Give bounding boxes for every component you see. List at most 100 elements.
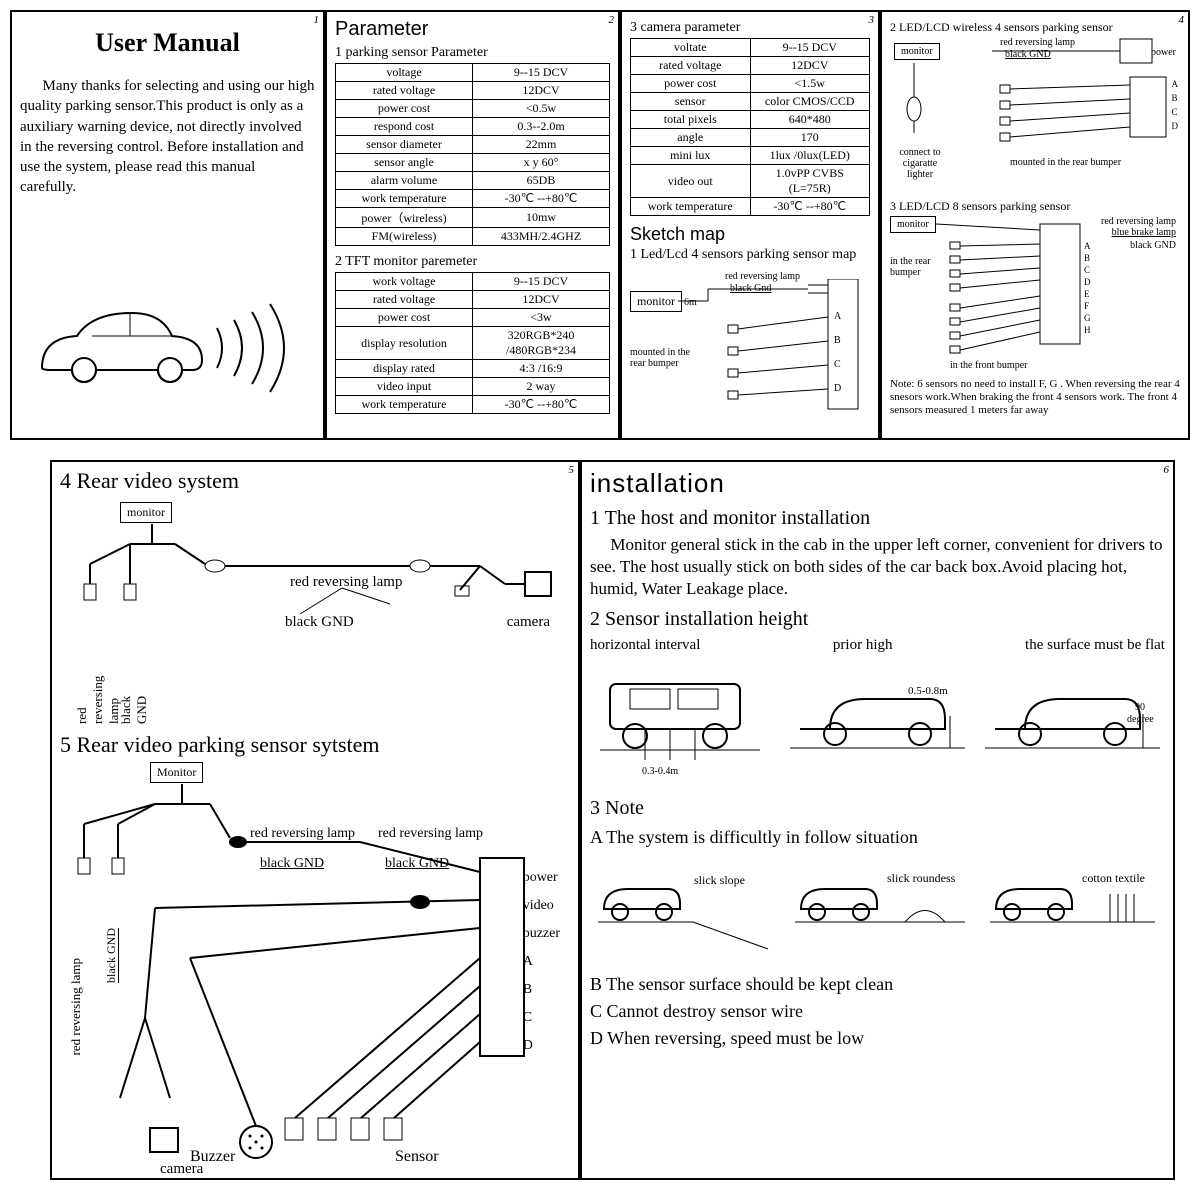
cell: voltage	[336, 64, 473, 82]
cell: respond cost	[336, 118, 473, 136]
sub2: 2 Sensor installation height	[590, 608, 1165, 631]
cell: 22mm	[473, 136, 610, 154]
lab-h: horizontal interval	[590, 637, 700, 654]
port-c: C	[834, 353, 841, 377]
cell: display resolution	[336, 327, 473, 360]
cell: work temperature	[336, 190, 473, 208]
cell: 12DCV	[750, 57, 870, 75]
svg-text:degree: degree	[1127, 714, 1154, 725]
cell: work temperature	[336, 396, 473, 414]
cell: color CMOS/CCD	[750, 93, 870, 111]
cell: display rated	[336, 360, 473, 378]
port-a: A	[834, 305, 841, 329]
svg-text:slick roundess: slick roundess	[887, 871, 956, 885]
note-text: Note: 6 sensors no need to install F, G …	[890, 378, 1180, 418]
tft-monitor-table: work voltage9--15 DCVrated voltage12DCVp…	[335, 272, 610, 414]
cell: video out	[631, 165, 751, 198]
cell: power（wireless)	[336, 208, 473, 228]
panel-number: 4	[1179, 14, 1185, 26]
panel-camera-sketch: 3 3 camera parameter voltate9--15 DCVrat…	[620, 10, 880, 440]
cell: FM(wireless)	[336, 228, 473, 246]
panel-number: 1	[314, 14, 320, 26]
svg-text:0.3-0.4m: 0.3-0.4m	[642, 766, 678, 777]
monitor-box: monitor	[630, 291, 682, 312]
port: C	[1084, 264, 1091, 276]
sub3: 3 Note	[590, 797, 1165, 820]
port: B	[1172, 91, 1179, 105]
cell: video input	[336, 378, 473, 396]
subtitle: 3 camera parameter	[630, 20, 870, 36]
cell: total pixels	[631, 111, 751, 129]
port: D	[1084, 276, 1091, 288]
camera-table: voltate9--15 DCVrated voltage12DCVpower …	[630, 38, 870, 216]
panel-parameter: 2 Parameter 1 parking sensor Parameter v…	[325, 10, 620, 440]
cell: 1lux /0lux(LED)	[750, 147, 870, 165]
cell: 65DB	[473, 172, 610, 190]
cell: 4:3 /16:9	[473, 360, 610, 378]
cell: 320RGB*240 /480RGB*234	[473, 327, 610, 360]
cell: power cost	[336, 309, 473, 327]
cell: 433MH/2.4GHZ	[473, 228, 610, 246]
svg-text:90: 90	[1135, 702, 1145, 713]
cell: -30℃ --+80℃	[750, 198, 870, 216]
diagram-8sensor: monitor red reversing lamp blue brake la…	[890, 216, 1180, 376]
port: D	[1172, 119, 1179, 133]
cell: angle	[631, 129, 751, 147]
panel-number: 3	[869, 14, 875, 26]
cell: 9--15 DCV	[750, 39, 870, 57]
cell: 1.0vPP CVBS (L=75R)	[750, 165, 870, 198]
sketch-sub: 1 Led/Lcd 4 sensors parking sensor map	[630, 247, 870, 263]
sub1: 1 The host and monitor installation	[590, 507, 1165, 530]
cell: 12DCV	[473, 291, 610, 309]
cell: 12DCV	[473, 82, 610, 100]
section-title: Parameter	[335, 18, 610, 41]
svg-text:0.5-0.8m: 0.5-0.8m	[908, 685, 948, 697]
intro-text: Many thanks for selecting and using our …	[20, 76, 315, 198]
note-c: C Cannot destroy sensor wire	[590, 1000, 1165, 1023]
panel-wireless-8sensor: 4 2 LED/LCD wireless 4 sensors parking s…	[880, 10, 1190, 440]
cell: <0.5w	[473, 100, 610, 118]
diagram-wireless-4: monitor red reversing lamp black GND pow…	[890, 37, 1180, 197]
parking-sensor-table: voltage9--15 DCVrated voltage12DCVpower …	[335, 63, 610, 246]
lab-f: the surface must be flat	[1025, 637, 1165, 654]
port: F	[1084, 300, 1091, 312]
cell: work voltage	[336, 273, 473, 291]
cell: rated voltage	[336, 291, 473, 309]
cell: rated voltage	[631, 57, 751, 75]
cell: 640*480	[750, 111, 870, 129]
sketch-4sensor: monitor 6m red reversing lamp black Gnd …	[630, 269, 870, 419]
subtitle: 1 parking sensor Parameter	[335, 45, 610, 61]
label-connect: connect to cigaratte lighter	[890, 147, 950, 180]
cell: x y 60°	[473, 154, 610, 172]
port: G	[1084, 312, 1091, 324]
cell: 9--15 DCV	[473, 273, 610, 291]
cell: work temperature	[631, 198, 751, 216]
port-b: B	[834, 329, 841, 353]
label-inrear: in the rear bumper	[890, 256, 938, 278]
label-mounted: mounted in the rear bumper	[630, 347, 700, 369]
cell: power cost	[336, 100, 473, 118]
note-a: A The system is difficultly in follow si…	[590, 826, 1165, 849]
install-cars-icon: 0.3-0.4m 0.5-0.8m 90degree	[590, 654, 1165, 784]
svg-text:cotton textile: cotton textile	[1082, 871, 1145, 885]
heading: 5 Rear video parking sensor sytstem	[60, 732, 570, 758]
port: A	[1172, 77, 1179, 91]
title: User Manual	[20, 28, 315, 58]
cell: mini lux	[631, 147, 751, 165]
port-d: D	[834, 377, 841, 401]
note-cars-icon: slick slope slick roundess cotton textil…	[590, 854, 1165, 964]
port: E	[1084, 288, 1091, 300]
svg-text:slick slope: slick slope	[694, 873, 745, 887]
note-b: B The sensor surface should be kept clea…	[590, 973, 1165, 996]
label-infront: in the front bumper	[950, 360, 1027, 371]
cell: 0.3--2.0m	[473, 118, 610, 136]
panel-user-manual: 1 User Manual Many thanks for selecting …	[10, 10, 325, 440]
cell: <3w	[473, 309, 610, 327]
port: C	[1172, 105, 1179, 119]
cell: alarm volume	[336, 172, 473, 190]
port: H	[1084, 324, 1091, 336]
diagram-rear-video: monitor red reversing lamp black GND red…	[60, 494, 570, 724]
lab-p: prior high	[833, 637, 893, 654]
panel-number: 2	[609, 14, 615, 26]
sketch-title: Sketch map	[630, 224, 870, 245]
